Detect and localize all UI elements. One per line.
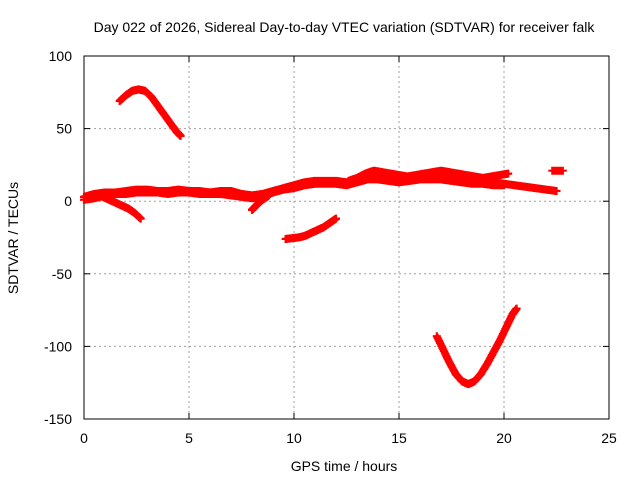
series-short-22h bbox=[548, 166, 567, 175]
point-markers bbox=[115, 85, 185, 140]
x-tick-label: 20 bbox=[496, 430, 512, 446]
plot-frame bbox=[83, 55, 610, 420]
y-tick-label: 100 bbox=[49, 48, 73, 64]
series-upper-arc bbox=[115, 85, 185, 140]
series-band-main-b bbox=[80, 175, 508, 204]
point-markers bbox=[548, 166, 567, 175]
data-points bbox=[80, 85, 567, 389]
point-markers bbox=[98, 192, 145, 223]
y-tick-label: 0 bbox=[64, 193, 72, 209]
chart-title: Day 022 of 2026, Sidereal Day-to-day VTE… bbox=[94, 19, 596, 35]
y-tick-label: 50 bbox=[56, 121, 72, 137]
point-markers bbox=[432, 304, 521, 389]
y-tick-label: -100 bbox=[44, 338, 72, 354]
point-markers bbox=[80, 175, 508, 204]
x-tick-label: 25 bbox=[601, 430, 617, 446]
point-markers bbox=[281, 214, 340, 243]
y-axis-label: SDTVAR / TECUs bbox=[5, 182, 21, 294]
series-dip-8h bbox=[248, 191, 273, 214]
series-upper-short bbox=[344, 166, 513, 185]
x-tick-label: 10 bbox=[286, 430, 302, 446]
x-axis-label: GPS time / hours bbox=[291, 458, 398, 474]
axis-ticks: 0 5 10 15 20 25 -150 -100 -50 0 50 100 bbox=[44, 48, 617, 446]
series-dip-left bbox=[98, 192, 145, 223]
y-tick-label: -50 bbox=[52, 266, 72, 282]
y-tick-label: -150 bbox=[44, 411, 72, 427]
series-deep-u bbox=[432, 304, 521, 389]
x-tick-label: 5 bbox=[185, 430, 193, 446]
point-markers bbox=[344, 166, 513, 185]
point-markers bbox=[248, 191, 273, 214]
series-mid-arc bbox=[281, 214, 340, 243]
x-tick-label: 0 bbox=[80, 430, 88, 446]
x-tick-label: 15 bbox=[391, 430, 407, 446]
